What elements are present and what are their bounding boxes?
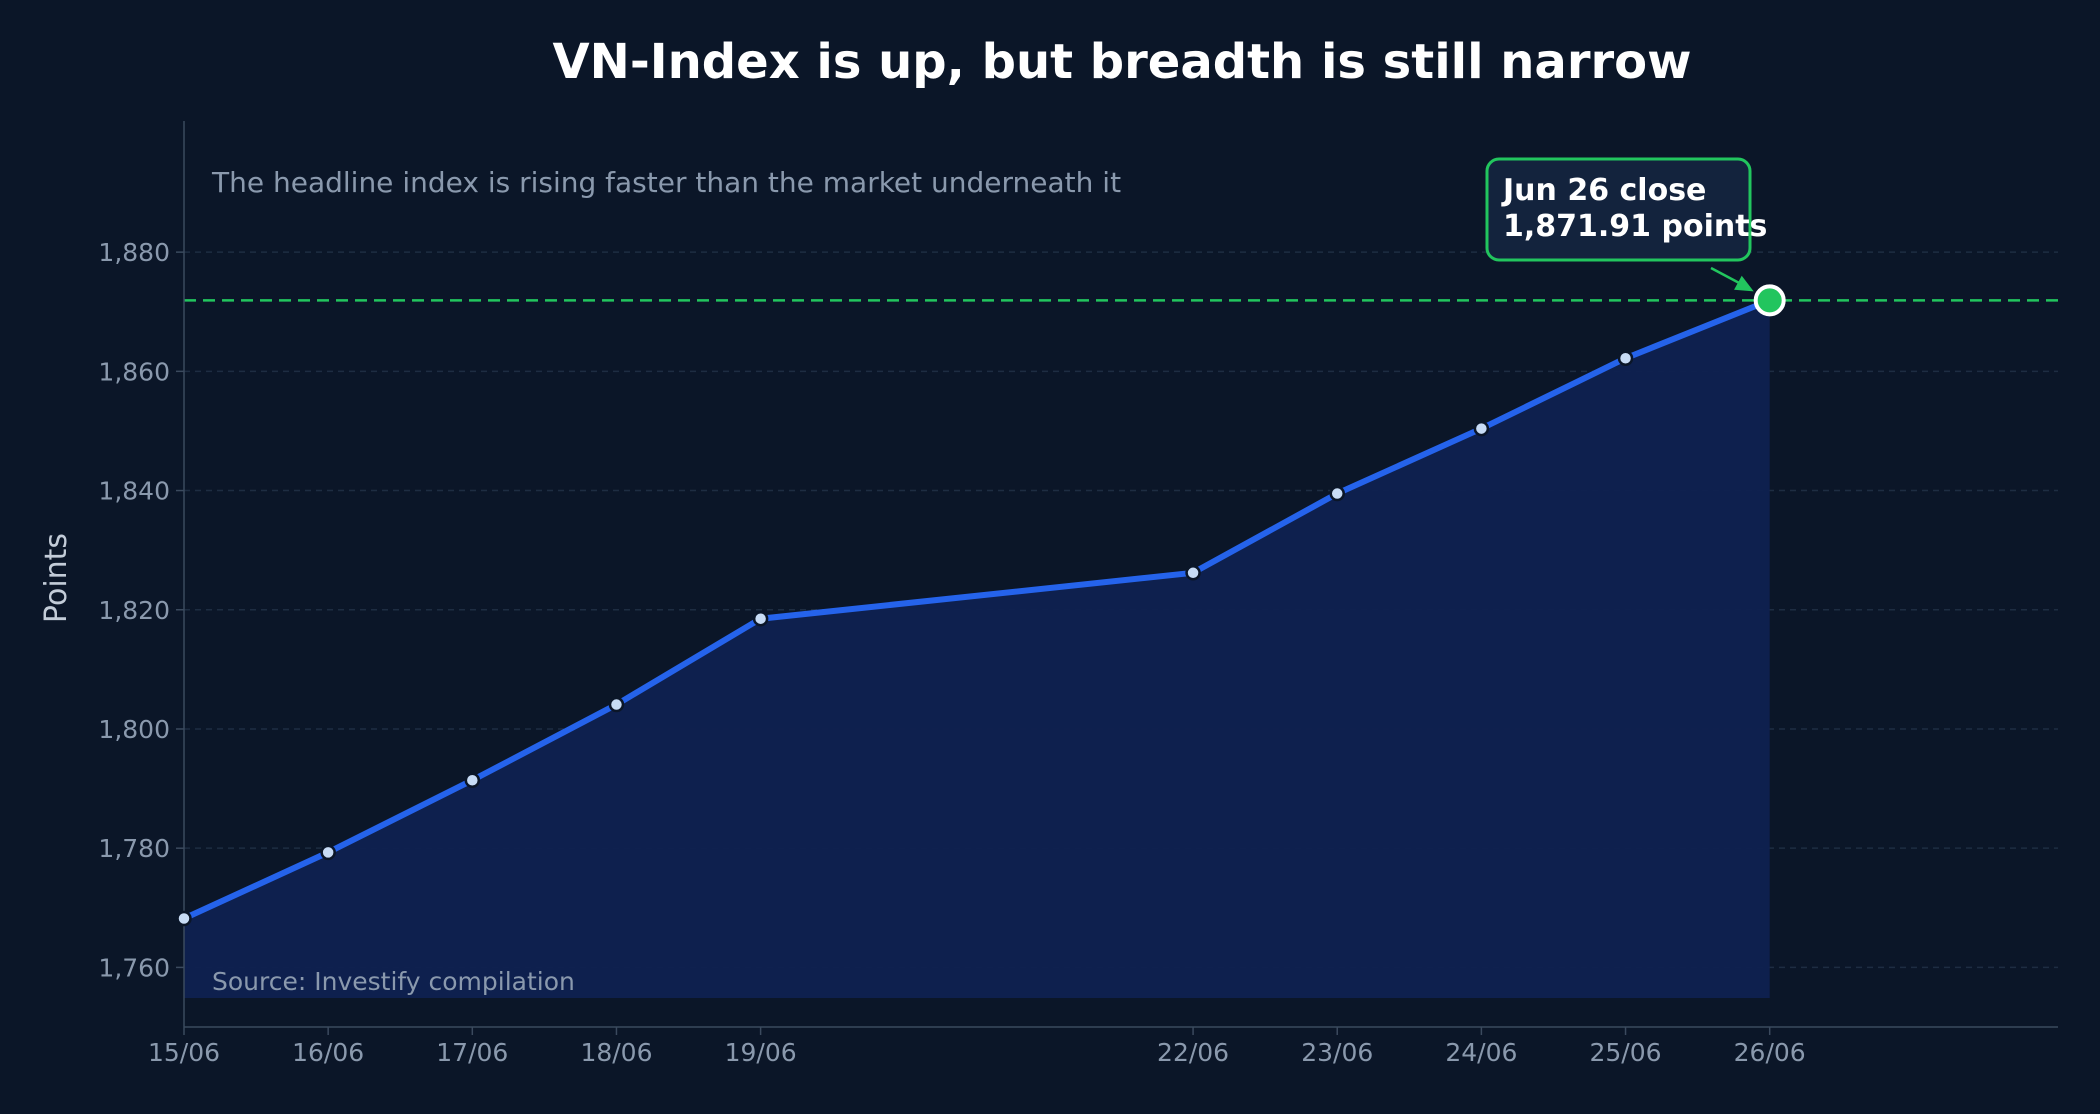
annotation-arrowhead: [1734, 275, 1754, 292]
annotation-title: Jun 26 close: [1501, 173, 1706, 208]
data-point: [1473, 420, 1490, 437]
x-tick-label: 18/06: [580, 1038, 652, 1067]
y-tick-labels: 1,760 1,780 1,800 1,820 1,840 1,860 1,880: [98, 238, 170, 982]
series-line-layer: [181, 297, 1773, 922]
data-point: [752, 610, 769, 627]
annotation-box: [1485, 157, 1752, 262]
data-point: [1329, 485, 1345, 502]
data-point: [320, 844, 336, 861]
x-tick-label: 15/06: [148, 1038, 220, 1067]
y-tick-label: 1,820: [98, 596, 170, 625]
y-tick-label: 1,760: [98, 953, 170, 982]
x-tick-label: 17/06: [436, 1038, 508, 1067]
y-tick-label: 1,880: [98, 238, 170, 267]
series-line: [181, 297, 1773, 922]
y-tick-label: 1,860: [98, 357, 170, 386]
data-point: [608, 696, 625, 713]
area-fill: [184, 300, 1770, 998]
data-point: [464, 772, 481, 788]
x-tick-label: 23/06: [1301, 1038, 1373, 1067]
data-points: [176, 284, 1786, 927]
data-point: [1617, 350, 1634, 366]
x-tick-label: 22/06: [1157, 1038, 1229, 1067]
data-point: [1185, 565, 1201, 581]
x-tick-label: 25/06: [1590, 1038, 1662, 1067]
annotation-value: 1,871.91 points: [1503, 209, 1767, 244]
y-tick-label: 1,800: [98, 715, 170, 744]
data-point: [176, 910, 192, 927]
axes: [183, 121, 2058, 1028]
chart-subtitle: The headline index is rising faster than…: [211, 166, 1121, 199]
chart-title: VN-Index is up, but breadth is still nar…: [553, 34, 1692, 90]
y-tick-label: 1,780: [98, 834, 170, 863]
x-tick-labels: 15/06 16/06 17/06 18/06 19/06 22/06 23/06 24/06…: [148, 1027, 1806, 1067]
x-tick-label: 26/06: [1734, 1038, 1806, 1067]
area-fill-layer: [184, 300, 1770, 998]
y-tick-label: 1,840: [98, 477, 170, 506]
x-tick-label: 19/06: [725, 1038, 797, 1067]
annotation-callout: Jun 26 close 1,871.91 points: [1485, 157, 1767, 292]
x-tick-label: 16/06: [292, 1038, 364, 1067]
y-axis-label: Points: [39, 533, 74, 623]
x-tick-label: 24/06: [1445, 1038, 1517, 1067]
source-note: Source: Investify compilation: [212, 967, 575, 996]
highlight-point: [1753, 284, 1786, 317]
